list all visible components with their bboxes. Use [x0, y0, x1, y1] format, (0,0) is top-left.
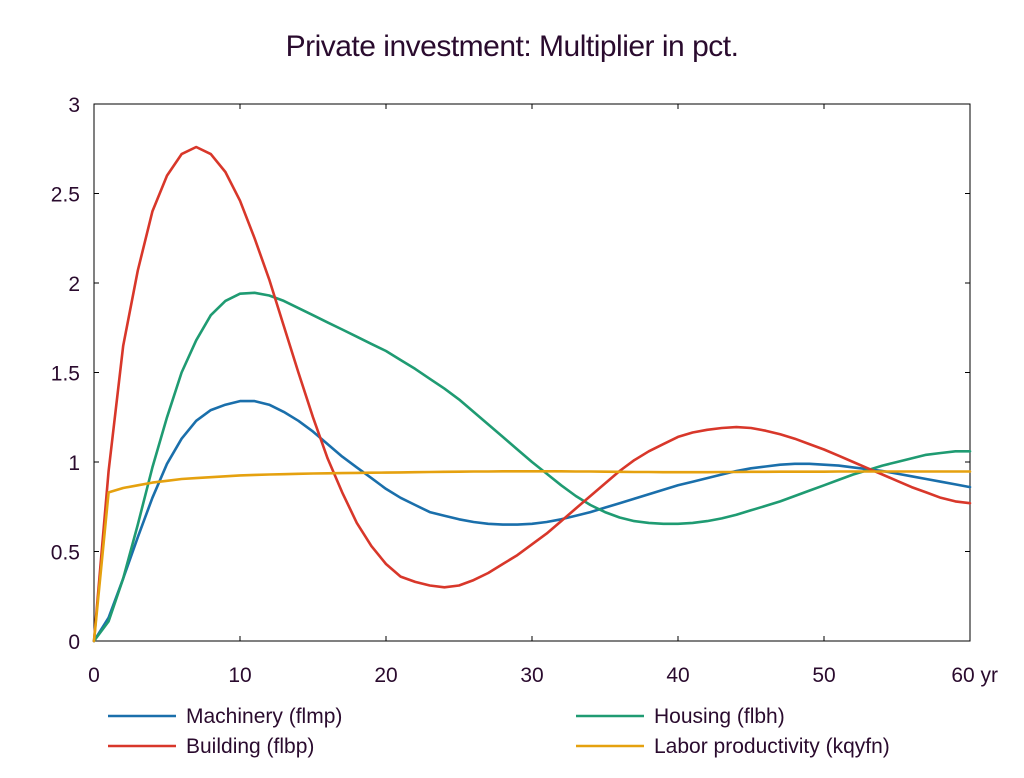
- x-tick-label: 0: [88, 664, 100, 687]
- y-tick-label: 0: [68, 631, 80, 654]
- y-tick-label: 3: [68, 94, 80, 117]
- legend-entry: Housing (flbh): [576, 705, 785, 728]
- chart-title: Private investment: Multiplier in pct.: [285, 30, 739, 63]
- series-line-0: [92, 399, 972, 643]
- x-tick-label: 30: [520, 664, 543, 687]
- y-tick-label: 2: [68, 273, 80, 296]
- legend-label: Housing (flbh): [654, 705, 785, 728]
- series-lines: [92, 145, 972, 643]
- x-tick-label: 20: [374, 664, 397, 687]
- y-tick-label: 2.5: [51, 184, 80, 207]
- series-line-3: [92, 469, 972, 643]
- series-line-2: [92, 291, 972, 643]
- y-tick-label: 1.5: [51, 363, 80, 386]
- legend: Machinery (flmp) Housing (flbh) Building (…: [108, 705, 890, 758]
- x-tick-label: 60 yr: [951, 664, 998, 687]
- x-tick-label: 10: [228, 664, 251, 687]
- x-tick-label: 50: [812, 664, 835, 687]
- legend-entry: Labor productivity (kqyfn): [576, 735, 890, 758]
- legend-label: Labor productivity (kqyfn): [654, 735, 890, 758]
- legend-label: Building (flbp): [186, 735, 314, 758]
- legend-entry: Building (flbp): [108, 735, 314, 758]
- legend-entry: Machinery (flmp): [108, 705, 342, 728]
- axes: 00.511.522.530 10 20 30 40 50 60 yr: [51, 94, 998, 687]
- y-tick-label: 1: [68, 452, 80, 475]
- plot-frame: [93, 103, 971, 642]
- x-tick-label: 40: [666, 664, 689, 687]
- series-line-1: [92, 145, 972, 643]
- legend-label: Machinery (flmp): [186, 705, 342, 728]
- y-tick-label: 0.5: [51, 542, 80, 565]
